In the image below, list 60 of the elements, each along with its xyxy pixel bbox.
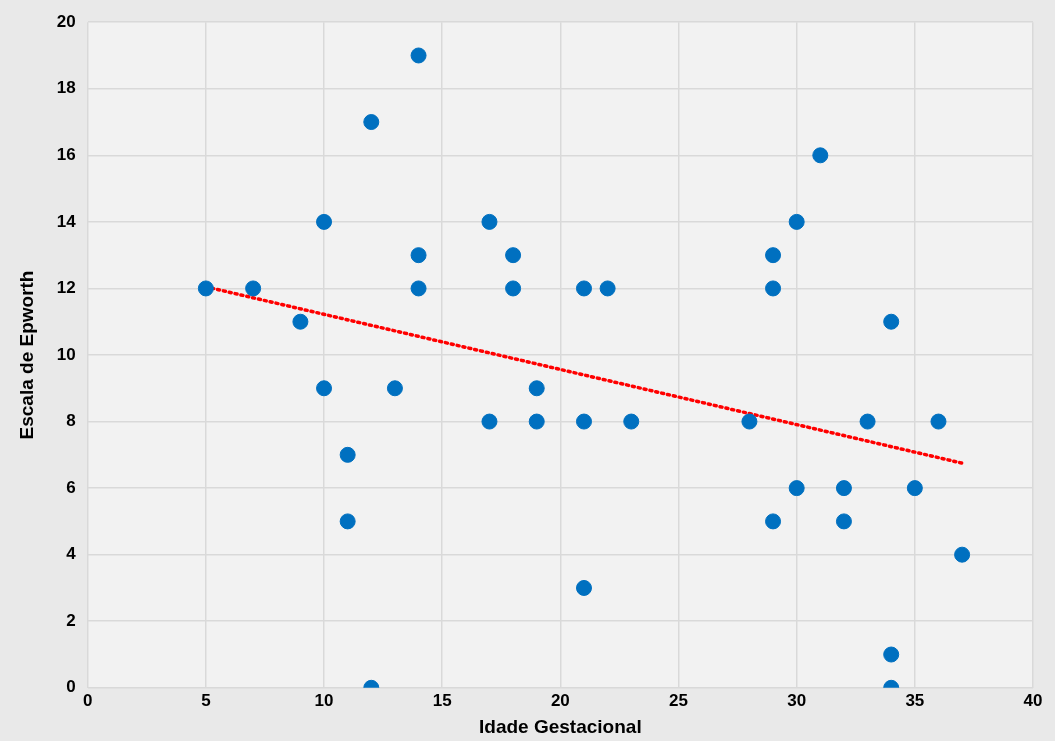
- point: [765, 280, 782, 297]
- point: [197, 280, 214, 297]
- point: [788, 480, 805, 497]
- y-tick-label: 4: [66, 544, 77, 564]
- point: [292, 313, 309, 330]
- point: [316, 213, 333, 230]
- y-tick-label: 0: [66, 677, 76, 697]
- y-tick-label: 12: [56, 278, 76, 298]
- point: [906, 480, 923, 497]
- x-tick-label: 40: [1023, 690, 1043, 710]
- point: [883, 313, 900, 330]
- y-tick-label: 6: [66, 477, 76, 497]
- y-tick-label: 16: [56, 145, 76, 165]
- y-tick-label: 14: [56, 211, 77, 231]
- point: [765, 513, 782, 530]
- point: [883, 646, 900, 663]
- point: [575, 413, 592, 430]
- point: [528, 380, 545, 397]
- x-tick-label: 10: [314, 690, 334, 710]
- point: [410, 280, 427, 297]
- y-tick-label: 2: [66, 610, 76, 630]
- point: [788, 213, 805, 230]
- x-axis-title: Idade Gestacional: [479, 715, 642, 737]
- point: [599, 280, 616, 297]
- y-axis-title: Escala de Epworth: [15, 270, 37, 440]
- point: [481, 213, 498, 230]
- x-tick-label: 25: [669, 690, 688, 710]
- point: [410, 247, 427, 264]
- point: [835, 480, 852, 497]
- x-tick-label: 30: [787, 690, 807, 710]
- point: [410, 47, 427, 64]
- point: [575, 280, 592, 297]
- point: [765, 247, 782, 264]
- x-tick-label: 0: [82, 690, 93, 710]
- point: [316, 380, 333, 397]
- point: [363, 114, 380, 131]
- point: [954, 546, 971, 563]
- point: [741, 413, 758, 430]
- point: [505, 280, 522, 297]
- point: [835, 513, 852, 530]
- point: [245, 280, 262, 297]
- y-tick-label: 10: [56, 344, 76, 364]
- x-tick-label: 35: [905, 690, 925, 710]
- point: [505, 247, 522, 264]
- point: [623, 413, 640, 430]
- y-tick-label: 8: [66, 411, 76, 431]
- point: [575, 579, 592, 596]
- point: [339, 446, 356, 463]
- point: [930, 413, 947, 430]
- x-tick-label: 5: [201, 690, 211, 710]
- point: [386, 380, 403, 397]
- point: [859, 413, 876, 430]
- x-tick-label: 15: [432, 690, 452, 710]
- point: [481, 413, 498, 430]
- x-tick-label: 20: [550, 690, 570, 710]
- point: [339, 513, 356, 530]
- y-tick-label: 18: [56, 78, 76, 98]
- y-tick-label: 20: [56, 11, 76, 31]
- point: [528, 413, 545, 430]
- point: [812, 147, 829, 164]
